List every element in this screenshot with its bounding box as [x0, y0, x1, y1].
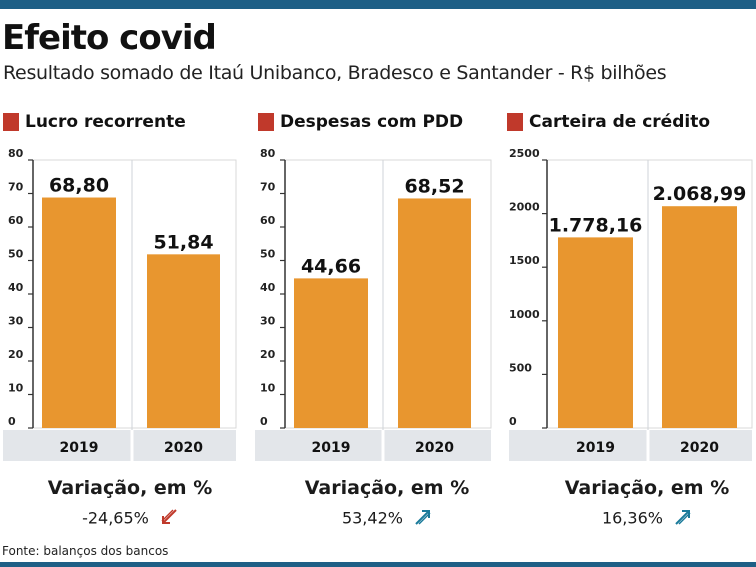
y-tick-label: 50 — [8, 248, 24, 261]
y-tick-label: 40 — [260, 281, 276, 294]
chart-subtitle: Resultado somado de Itaú Unibanco, Brade… — [3, 62, 667, 84]
panel-title: Despesas com PDD — [280, 112, 464, 132]
bar-2019 — [42, 197, 116, 428]
bar-2020 — [662, 206, 737, 428]
bar-value-label: 68,80 — [49, 175, 109, 197]
bar-2019 — [294, 278, 368, 428]
x-tick-label: 2020 — [415, 440, 454, 456]
panel-header-lucro: Lucro recorrente — [3, 110, 186, 134]
square-icon — [3, 113, 19, 131]
category-band — [509, 430, 752, 461]
y-tick-label: 30 — [8, 315, 24, 328]
square-icon — [507, 113, 523, 131]
bar-value-label: 44,66 — [301, 255, 361, 277]
y-tick-label: 2000 — [509, 201, 540, 214]
y-tick-label: 40 — [8, 281, 24, 294]
bar-chart-carteira: 0 500 1000 1500 2000 2500 1.778,16 2019 2.068,99… — [509, 147, 753, 461]
variation-value: 16,36% — [527, 508, 756, 530]
y-tick-label: 1500 — [509, 254, 540, 267]
panel-header-pdd: Despesas com PDD — [258, 110, 463, 134]
bar-chart-lucro: 0 10 20 30 40 50 60 70 80 68,80 2019 51,84 2020 — [3, 147, 237, 461]
arrow-up-right-icon — [674, 508, 692, 530]
y-tick-label: 70 — [8, 181, 24, 194]
y-tick-label: 80 — [8, 147, 24, 160]
variation-title: Variação, em % — [564, 477, 730, 499]
variation-percent: 53,42% — [341, 508, 403, 528]
bar-chart-pdd: 0 10 20 30 40 50 60 70 80 44,66 2019 68,52 2020 — [255, 147, 492, 461]
x-tick-label: 2020 — [680, 440, 719, 456]
square-icon — [258, 113, 274, 131]
bar-2019 — [558, 237, 633, 428]
panel-title: Lucro recorrente — [25, 112, 186, 132]
source-note: Fonte: balanços dos bancos — [2, 544, 169, 558]
arrow-down-left-icon — [160, 508, 178, 530]
variation-percent: 16,36% — [601, 508, 663, 528]
panel-header-carteira: Carteira de crédito — [507, 110, 710, 134]
bottom-rule — [0, 562, 756, 567]
bar-2020 — [147, 254, 220, 428]
arrow-up-right-icon — [414, 508, 432, 530]
y-tick-label: 500 — [509, 361, 532, 374]
y-tick-label: 70 — [260, 181, 276, 194]
y-tick-label: 60 — [260, 214, 276, 227]
y-tick-label: 20 — [260, 348, 276, 361]
y-tick-label: 10 — [260, 382, 276, 395]
top-rule — [0, 0, 756, 9]
bar-2020 — [398, 198, 471, 428]
y-tick-label: 80 — [260, 147, 276, 160]
y-tick-label: 10 — [8, 382, 24, 395]
x-tick-label: 2019 — [60, 440, 99, 456]
x-tick-label: 2019 — [312, 440, 351, 456]
variation-value: 53,42% — [267, 508, 507, 530]
y-tick-label: 1000 — [509, 308, 540, 321]
bar-value-label: 2.068,99 — [653, 183, 747, 205]
panel-title: Carteira de crédito — [529, 112, 710, 132]
category-band — [3, 430, 236, 461]
category-band — [255, 430, 491, 461]
y-tick-label: 50 — [260, 248, 276, 261]
x-tick-label: 2019 — [576, 440, 615, 456]
variation-title: Variação, em % — [47, 477, 213, 499]
variation-value: -24,65% — [10, 508, 250, 530]
bar-value-label: 1.778,16 — [549, 214, 643, 236]
x-tick-label: 2020 — [164, 440, 203, 456]
chart-title: Efeito covid — [2, 18, 217, 58]
variation-title: Variação, em % — [304, 477, 470, 499]
y-tick-label: 2500 — [509, 147, 540, 160]
y-tick-label: 20 — [8, 348, 24, 361]
y-tick-label: 0 — [8, 415, 16, 428]
y-tick-label: 60 — [8, 214, 24, 227]
y-tick-label: 0 — [509, 415, 517, 428]
y-tick-label: 0 — [260, 415, 268, 428]
bar-value-label: 68,52 — [404, 175, 464, 197]
bar-value-label: 51,84 — [153, 231, 213, 253]
variation-percent: -24,65% — [82, 508, 149, 528]
y-tick-label: 30 — [260, 315, 276, 328]
